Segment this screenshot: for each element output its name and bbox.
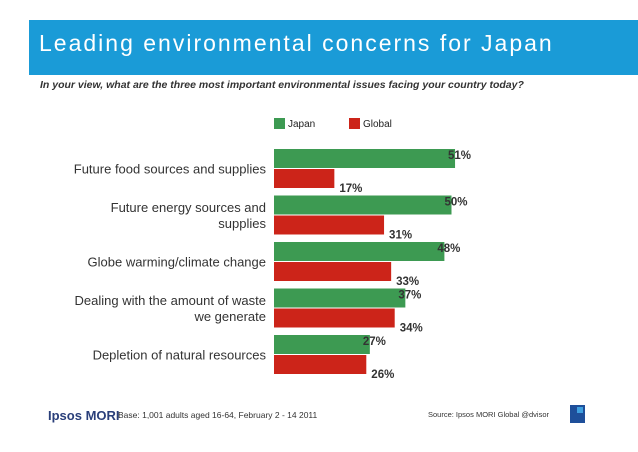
ipsos-mori-logo: Ipsos MORI [48,408,120,423]
chart-title: Leading environmental concerns for Japan [39,30,554,56]
value-label-japan: 37% [398,290,421,302]
ipsos-box-logo [570,405,585,423]
category-label: Globe warming/climate change [88,255,266,270]
bar-japan [274,335,370,354]
base-note: Base: 1,001 adults aged 16-64, February … [118,410,318,420]
legend-swatch-global [349,118,360,129]
value-label-global: 34% [400,323,423,335]
value-label-global: 31% [389,230,412,242]
source-note: Source: Ipsos MORI Global @dvisor [428,410,549,419]
legend-label-japan: Japan [288,119,315,130]
legend-label-global: Global [363,119,392,130]
category-label: Dealing with the amount of waste [75,293,267,308]
bar-japan [274,242,445,261]
bar-global [274,262,392,281]
value-label-global: 17% [339,183,362,195]
category-label: supplies [218,216,266,231]
value-label-japan: 48% [437,243,460,255]
value-label-japan: 51% [448,150,471,162]
bar-japan [274,149,456,168]
category-label: Future energy sources and [111,200,266,215]
bar-global [274,308,395,328]
bar-global [274,169,335,188]
bar-japan [274,195,452,215]
category-label: Future food sources and supplies [74,162,267,177]
value-label-japan: 50% [444,197,467,209]
bar-global [274,215,385,235]
header-banner: Leading environmental concerns for Japan [29,20,638,75]
value-label-japan: 27% [363,336,386,348]
value-label-global: 33% [396,276,419,288]
bar-japan [274,288,406,308]
bar-global [274,355,367,374]
value-label-global: 26% [371,369,394,381]
category-label: Depletion of natural resources [93,348,267,363]
legend-swatch-japan [274,118,285,129]
chart-subtitle: In your view, what are the three most im… [40,79,524,91]
category-label: we generate [193,309,266,324]
